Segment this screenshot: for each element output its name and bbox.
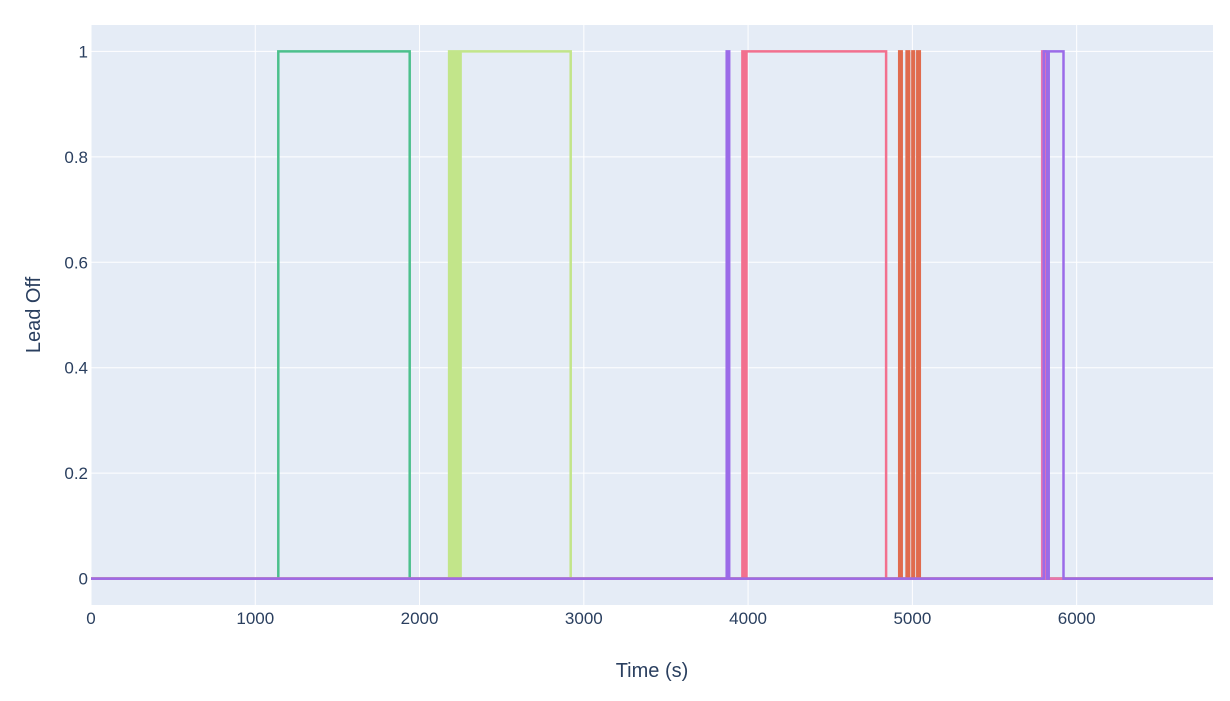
series-lines xyxy=(91,50,1213,580)
x-tick-labels: 0 1000 2000 3000 4000 5000 6000 xyxy=(86,609,1095,628)
y-axis-title: Lead Off xyxy=(23,276,45,353)
x-tick-label: 0 xyxy=(86,609,95,628)
y-tick-label: 0 xyxy=(79,570,88,589)
x-tick-label: 2000 xyxy=(401,609,439,628)
y-tick-label: 0.4 xyxy=(64,359,88,378)
y-tick-label: 0.6 xyxy=(64,253,88,272)
y-tick-label: 0.8 xyxy=(64,148,88,167)
y-tick-label: 0.2 xyxy=(64,464,88,483)
x-axis-title: Time (s) xyxy=(616,660,689,682)
y-tick-labels: 0 0.2 0.4 0.6 0.8 1 xyxy=(64,42,88,588)
x-tick-label: 6000 xyxy=(1058,609,1096,628)
x-tick-label: 5000 xyxy=(893,609,931,628)
x-tick-label: 1000 xyxy=(236,609,274,628)
x-tick-label: 4000 xyxy=(729,609,767,628)
x-tick-label: 3000 xyxy=(565,609,603,628)
series-line-6 xyxy=(91,50,1213,580)
y-tick-label: 1 xyxy=(79,42,88,61)
